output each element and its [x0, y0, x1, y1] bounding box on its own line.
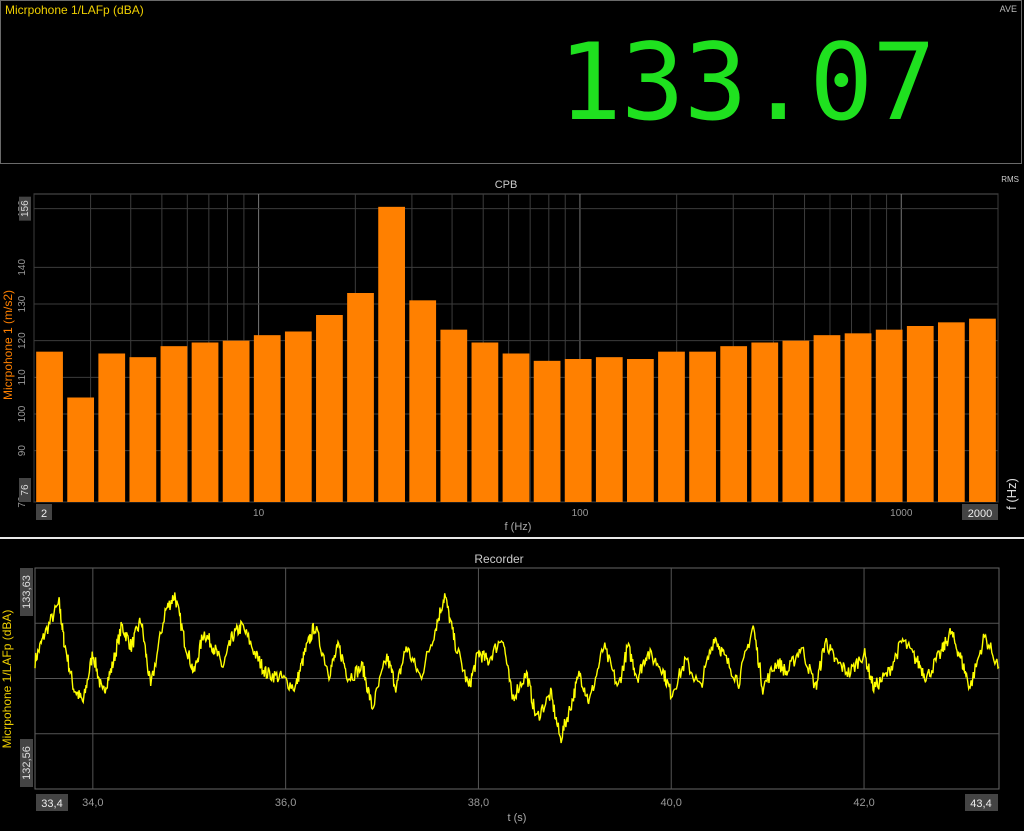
cpb-bar: [782, 340, 810, 502]
recorder-x-tick-label: 36,0: [275, 797, 296, 809]
recorder-y-limit-min: 132,56: [21, 746, 33, 780]
recorder-x-limit-box-min: [36, 794, 68, 811]
cpb-x-limit-min: 2: [41, 508, 47, 520]
cpb-bar: [316, 315, 343, 502]
cpb-panel: 7690100110120130140156761561010010002200…: [0, 168, 1024, 534]
cpb-bar: [471, 342, 499, 502]
cpb-y-limit-box: [19, 478, 31, 502]
recorder-x-limit-box-max: [965, 794, 998, 811]
recorder-x-tick-label: 34,0: [82, 797, 103, 809]
cpb-bar: [875, 329, 903, 502]
cpb-bar: [36, 351, 63, 502]
cpb-bar: [595, 357, 623, 502]
cpb-bar: [658, 351, 685, 502]
recorder-axes: 133,63 132,56 34,0 36,0 38,0 40,0 42,0 33,4 43,4: [20, 568, 998, 811]
cpb-x-tick-label: 1000: [890, 508, 913, 519]
recorder-panel: 133,63 132,56 34,0 36,0 38,0 40,0 42,0 33,4 43,4…: [0, 541, 1024, 826]
recorder-x-axis-label: t (s): [508, 812, 527, 824]
cpb-bar: [813, 335, 841, 502]
meter-value: 133.07: [558, 21, 936, 144]
cpb-bar: [440, 329, 468, 502]
cpb-y-tick-label: 140: [17, 259, 28, 276]
recorder-series-line: [34, 592, 1000, 744]
recorder-grid: [34, 567, 1000, 790]
cpb-y-tick-label: 130: [17, 295, 28, 312]
cpb-bar: [627, 359, 654, 502]
cpb-axes: 7690100110120130140156761561010010002200…: [17, 196, 998, 520]
cpb-title: CPB: [495, 179, 518, 191]
panel-divider: [0, 537, 1024, 539]
recorder-chart: 133,63 132,56 34,0 36,0 38,0 40,0 42,0 33,4 43,4…: [0, 552, 1000, 824]
cpb-y-tick-label: 90: [17, 445, 28, 457]
cpb-bar: [844, 333, 872, 502]
recorder-y-axis-label: Micrpohone 1/LAFp (dBA): [0, 610, 14, 749]
cpb-bar: [533, 360, 561, 502]
cpb-x-tick-label: 100: [572, 508, 589, 519]
cpb-y-limit-label: 156: [20, 200, 31, 217]
cpb-bar: [129, 357, 157, 502]
cpb-bar: [191, 342, 219, 502]
cpb-bar: [98, 353, 126, 502]
cpb-y-limit-label: 76: [20, 484, 31, 496]
recorder-y-limit-max: 133,63: [21, 575, 33, 609]
recorder-line-group: [34, 592, 1000, 744]
recorder-title: Recorder: [474, 552, 523, 566]
recorder-x-limit-min: 33,4: [41, 798, 62, 810]
cpb-bar: [409, 300, 437, 502]
cpb-x-axis-label: f (Hz): [505, 521, 532, 533]
cpb-y-tick-label: 100: [17, 405, 28, 422]
cpb-y-tick-label: 120: [17, 332, 28, 349]
meter-title: Micrpohone 1/LAFp (dBA): [5, 3, 144, 17]
cpb-x-limit-box-max: [962, 504, 998, 520]
recorder-y-limit-box: [20, 568, 33, 616]
cpb-bar: [751, 342, 779, 502]
cpb-y-tick-label: 110: [17, 369, 28, 385]
recorder-x-tick-label: 42,0: [853, 797, 874, 809]
cpb-x-axis-label-right: f (Hz): [1004, 478, 1019, 510]
cpb-bar: [222, 340, 250, 502]
cpb-x-tick-label: 10: [253, 508, 265, 519]
cpb-chart: 7690100110120130140156761561010010002200…: [1, 175, 1019, 533]
recorder-x-limit-max: 43,4: [970, 798, 991, 810]
cpb-x-limit-max: 2000: [968, 508, 992, 520]
cpb-bar: [689, 351, 716, 502]
cpb-bar: [378, 206, 405, 503]
cpb-y-limit-box: [19, 196, 31, 221]
meter-mode-label: AVE: [999, 4, 1017, 14]
cpb-bar: [564, 359, 592, 502]
cpb-mode-label: RMS: [1001, 175, 1019, 184]
recorder-x-tick-label: 40,0: [661, 797, 682, 809]
cpb-bar: [253, 335, 281, 502]
cpb-y-axis-label: Micrpohone 1 (m/s2): [1, 290, 15, 400]
recorder-y-limit-box: [20, 739, 33, 787]
cpb-bar: [937, 322, 965, 502]
cpb-bar: [720, 346, 748, 502]
cpb-x-limit-box-min: [36, 504, 52, 520]
cpb-bar: [160, 346, 188, 502]
cpb-bar: [502, 353, 530, 502]
cpb-bar: [969, 318, 996, 502]
recorder-x-tick-label: 38,0: [468, 797, 489, 809]
cpb-bars: [36, 206, 996, 503]
cpb-bar: [284, 331, 312, 502]
cpb-bar: [347, 293, 374, 502]
cpb-bar: [906, 326, 934, 502]
level-meter-display: Micrpohone 1/LAFp (dBA) AVE 133.07: [0, 0, 1022, 164]
cpb-bar: [67, 397, 95, 502]
